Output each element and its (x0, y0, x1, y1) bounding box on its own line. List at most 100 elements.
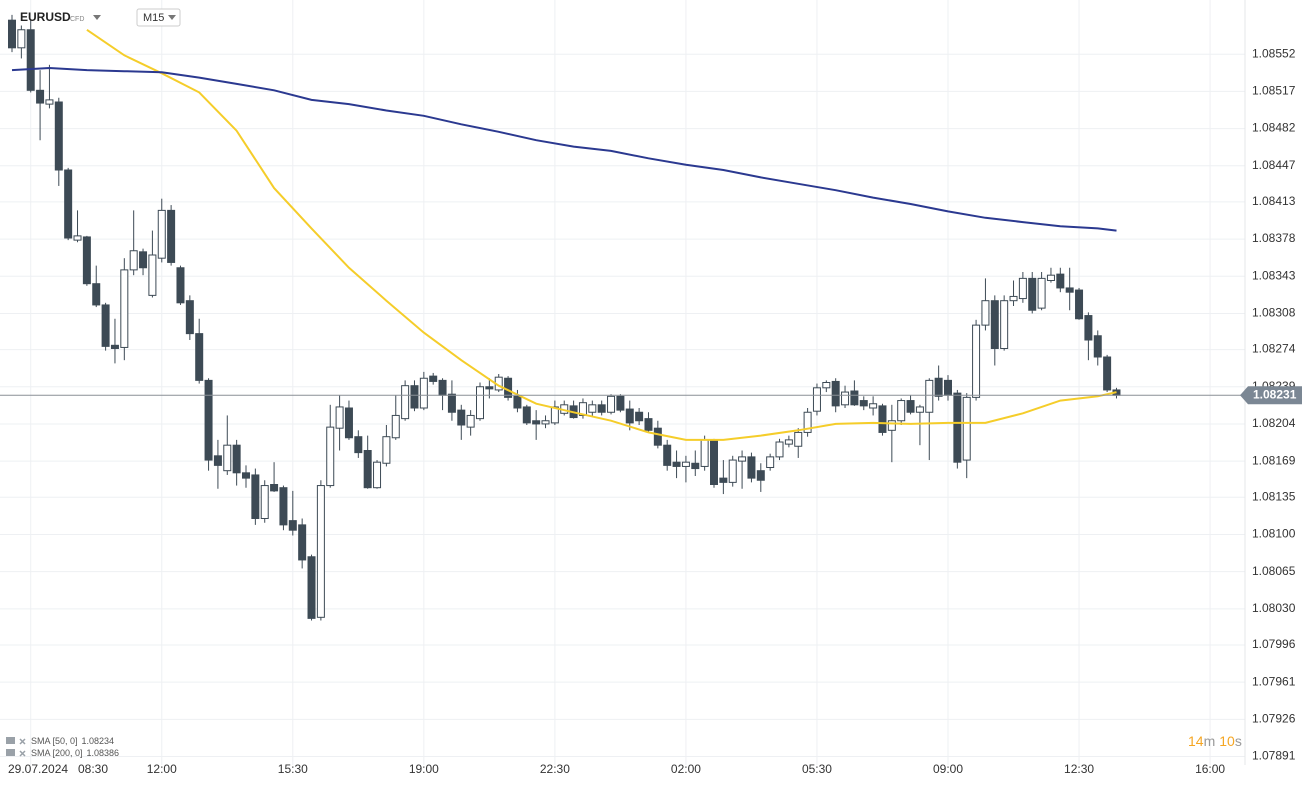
candle-body (747, 456, 756, 479)
candle-body (784, 439, 793, 445)
candle-body (129, 250, 138, 271)
candle-body (148, 254, 157, 296)
candle-body (363, 450, 372, 489)
candle-body (279, 487, 288, 526)
legend-text: SMA [200, 0] 1.08386 (31, 748, 119, 758)
candle-body (831, 380, 840, 407)
candle-body (26, 29, 35, 91)
candle-body (307, 556, 316, 619)
candle-body (457, 409, 466, 426)
candle-body (625, 408, 634, 424)
candle-body (1000, 300, 1009, 349)
candle-body (73, 235, 82, 241)
candle-body (822, 382, 831, 389)
timeframe-box[interactable] (136, 8, 181, 27)
candle-body (335, 406, 344, 429)
candle-body (36, 89, 45, 104)
candle-body (597, 404, 606, 413)
legend-name: SMA [50, 0] (31, 736, 78, 746)
candle-body (167, 209, 176, 263)
candle-body (878, 405, 887, 433)
candle-body (504, 377, 513, 398)
legend-remove (19, 750, 26, 757)
candle-body (653, 427, 662, 446)
y-tick-label: 1.07891 (1252, 749, 1296, 763)
candle-body (401, 385, 410, 420)
candle-body (859, 400, 868, 407)
y-tick-label: 1.08030 (1252, 601, 1296, 615)
axes: 1.08552 1.08517 1.08482 1.08447 1.08413 1.083… (8, 0, 1296, 776)
candle-body (232, 444, 241, 474)
candle-body (691, 462, 700, 470)
candle-body (447, 393, 456, 413)
candle-body (1009, 295, 1018, 302)
y-tick-label: 1.08482 (1252, 121, 1296, 135)
candle-body (1075, 289, 1084, 320)
candle-body (850, 390, 859, 406)
candle-body (897, 400, 906, 422)
candle-body (953, 392, 962, 463)
candle-body (710, 439, 718, 485)
candle-body (476, 386, 484, 420)
candle-body (288, 520, 297, 531)
grid (0, 0, 1245, 765)
x-tick-label: 02:00 (671, 762, 701, 776)
countdown-seconds-unit: s (1235, 733, 1242, 749)
y-tick-label: 1.08517 (1252, 84, 1296, 98)
legend-icon (6, 749, 15, 756)
legend-value: 1.08234 (82, 736, 115, 746)
candle-body (326, 426, 335, 487)
symbol-dropdown[interactable] (93, 15, 101, 20)
candle-body (176, 267, 185, 304)
legend-icon (6, 737, 15, 744)
candle-body (429, 375, 438, 382)
y-tick-label: 1.08343 (1252, 268, 1296, 282)
candle-body (607, 395, 616, 413)
y-tick-label: 1.08447 (1252, 158, 1296, 172)
x-tick-label: 12:00 (147, 762, 177, 776)
candle-body (934, 377, 943, 397)
x-tick-label: 12:30 (1064, 762, 1094, 776)
candle-body (8, 19, 16, 49)
timeframe[interactable]: M15 (143, 12, 164, 24)
candle-body (1093, 335, 1102, 358)
candle-body (906, 400, 915, 413)
candle-body (485, 386, 494, 390)
timeframe-dropdown[interactable] (168, 15, 176, 20)
candle-body (1056, 273, 1065, 289)
candle-body (700, 439, 709, 467)
candle-body (962, 396, 971, 461)
plot (8, 14, 1121, 621)
countdown: 14m 10s (1188, 733, 1242, 749)
candle-body (1065, 287, 1074, 293)
candle-body (204, 379, 213, 461)
y-tick-label: 1.08135 (1252, 489, 1296, 503)
legend-entry: SMA [200, 0] 1.08386 (6, 748, 119, 758)
last-price-label: 1.08231 (1253, 387, 1297, 401)
candle-body (419, 377, 428, 409)
countdown-seconds: 10 (1219, 733, 1235, 749)
countdown-minutes-unit: m (1204, 733, 1216, 749)
candle-body (410, 385, 419, 409)
candle-body (54, 101, 63, 171)
candle-body (45, 99, 54, 105)
sma-line (11, 66, 1117, 232)
y-tick-label: 1.08378 (1252, 231, 1296, 245)
candle-body (775, 441, 784, 458)
candle-body (794, 431, 803, 447)
symbol[interactable]: EURUSD (20, 10, 71, 24)
last-price-tag (1240, 386, 1302, 405)
candle-body (1028, 277, 1037, 311)
x-tick-label: 19:00 (409, 762, 439, 776)
candle-body (756, 470, 765, 481)
candle-body (17, 29, 26, 49)
candle-body (812, 387, 821, 412)
y-tick-label: 1.08065 (1252, 564, 1296, 578)
candle-body (841, 391, 850, 406)
candle-body (719, 477, 728, 483)
candle-body (644, 418, 653, 431)
candle-body (195, 333, 204, 381)
candle-body (915, 406, 924, 413)
candle-body (120, 269, 129, 348)
candle-body (242, 472, 250, 479)
